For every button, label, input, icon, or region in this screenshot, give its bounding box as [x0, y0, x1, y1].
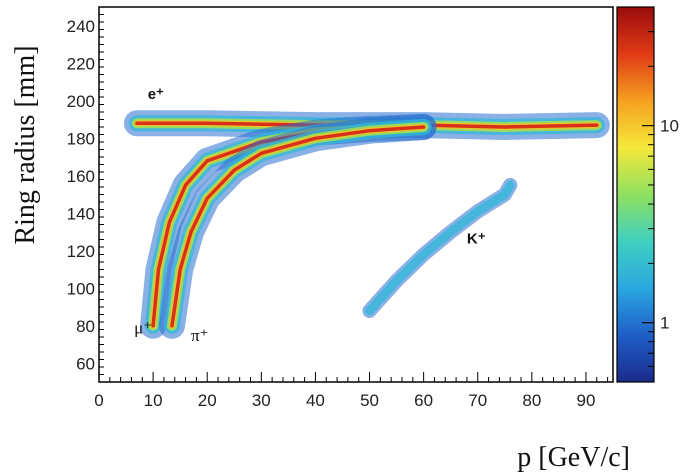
band-label: π⁺	[191, 326, 209, 345]
band-label: μ⁺	[134, 318, 152, 337]
x-tick-label: 40	[306, 391, 325, 410]
y-tick-label: 60	[76, 354, 95, 373]
y-tick-label: 180	[67, 129, 95, 148]
x-tick-label: 20	[198, 391, 217, 410]
y-axis: 60 80 100 120 140 160 180 200 220 240	[67, 6, 104, 383]
colorbar: 1 10	[616, 6, 679, 383]
y-tick-label: 120	[67, 242, 95, 261]
colorbar-tick-label: 10	[660, 117, 679, 136]
band-label: K⁺	[467, 230, 486, 247]
band-k-trace	[362, 177, 518, 318]
x-tick-label: 90	[576, 391, 595, 410]
y-tick-label: 140	[67, 204, 95, 223]
y-tick-label: 200	[67, 92, 95, 111]
colorbar-tick-label: 1	[660, 314, 669, 333]
y-tick-label: 160	[67, 167, 95, 186]
x-tick-label: 50	[360, 391, 379, 410]
band-annotations: e⁺ μ⁺ π⁺ K⁺	[134, 86, 486, 345]
band-label: e⁺	[148, 86, 164, 103]
y-axis-title: Ring radius [mm]	[10, 45, 41, 244]
x-tick-label: 30	[252, 391, 271, 410]
x-tick-label: 80	[522, 391, 541, 410]
x-tick-label: 10	[144, 391, 163, 410]
y-tick-label: 240	[67, 17, 95, 36]
y-tick-label: 220	[67, 54, 95, 73]
density-bands	[123, 110, 610, 339]
x-tick-label: 60	[414, 391, 433, 410]
x-axis: 0 10 20 30 40 50 60 70 80 90	[94, 372, 609, 410]
band--trace	[159, 114, 437, 339]
y-tick-label: 80	[76, 317, 95, 336]
x-axis-title: p [GeV/c]	[517, 442, 630, 473]
y-tick-label: 100	[67, 279, 95, 298]
x-tick-label: 70	[468, 391, 487, 410]
colorbar-gradient	[616, 6, 655, 383]
x-tick-label: 0	[94, 391, 103, 410]
colorbar-ticks: 1 10	[642, 31, 679, 367]
